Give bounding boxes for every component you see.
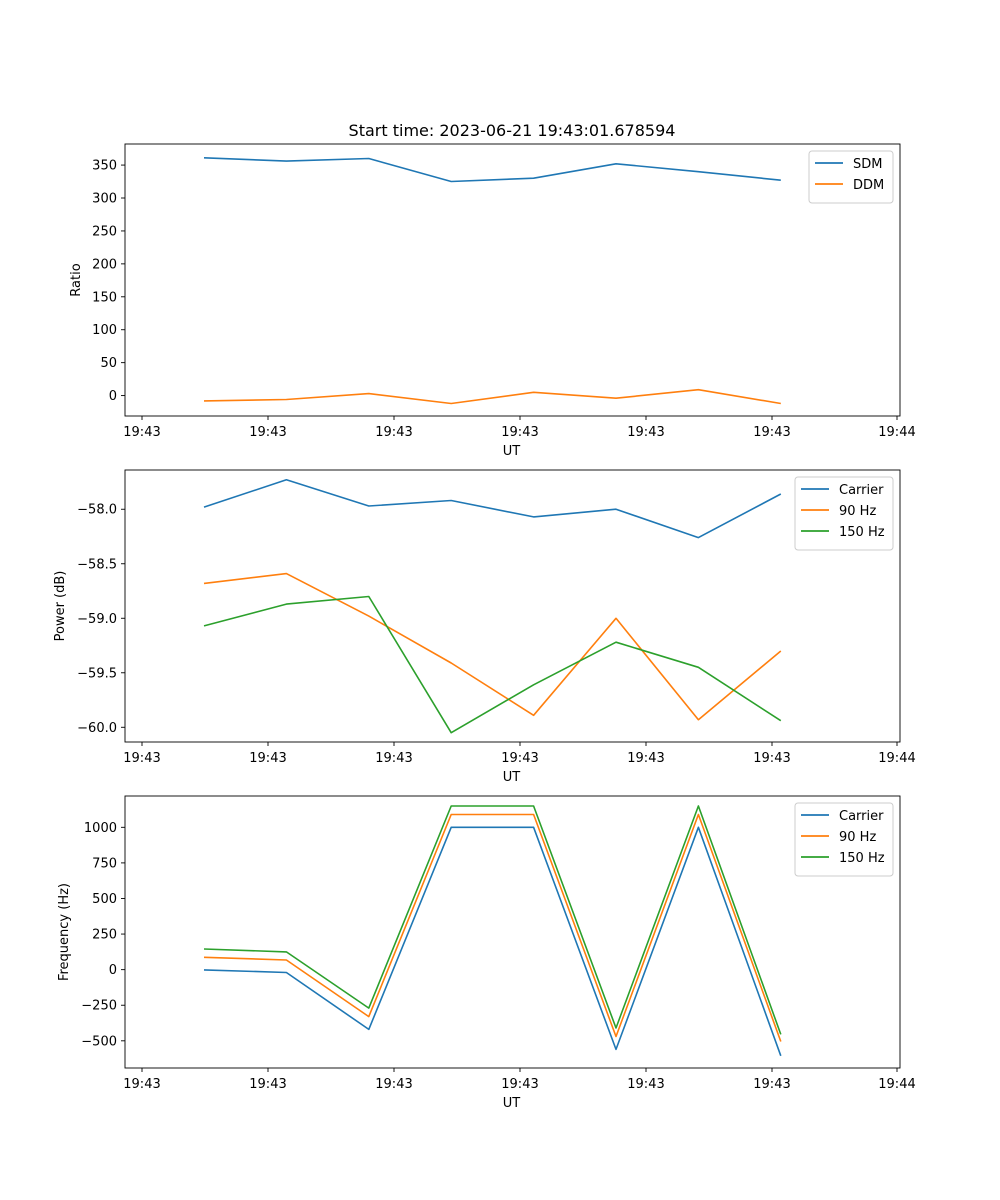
chart-panel-1: 19:43 19:43 19:43 19:43 19:43 19:43 19:44 0 50 10… [69, 143, 916, 459]
x-tick-label: 19:43 [501, 751, 538, 766]
x-tick-label: 19:43 [249, 425, 286, 440]
y-tick-label: 100 [92, 323, 117, 338]
legend-label: 150 Hz [839, 851, 885, 866]
y-tick-label: 200 [92, 257, 117, 272]
x-tick-label: 19:43 [249, 751, 286, 766]
y-tick-label: −60.0 [77, 721, 117, 736]
y-tick-label: 150 [92, 290, 117, 305]
legend: SDM DDM [808, 150, 894, 204]
y-axis-label: Frequency (Hz) [57, 883, 72, 981]
x-axis-label: UT [503, 444, 521, 459]
legend-label: SDM [853, 157, 882, 172]
x-tick-label: 19:43 [627, 425, 664, 440]
series-line-sdm [203, 157, 781, 183]
x-tick-label: 19:44 [878, 1077, 915, 1092]
series-line-150-hz [203, 595, 782, 734]
chart-panel-2: 19:43 19:43 19:43 19:43 19:43 19:43 19:44 −60.0… [53, 469, 916, 785]
x-tick-label: 19:44 [878, 425, 915, 440]
y-tick-label: −59.0 [77, 612, 117, 627]
x-tick-label: 19:43 [375, 751, 412, 766]
y-tick-label: −58.0 [77, 503, 117, 518]
panels: 19:43 19:43 19:43 19:43 19:43 19:43 19:44 0 50 10… [53, 143, 916, 1111]
y-tick-label: −250 [81, 999, 117, 1014]
x-axis-label: UT [503, 1096, 521, 1111]
legend-label: Carrier [839, 809, 884, 824]
series-line-carrier [203, 826, 782, 1057]
legend-box [808, 150, 894, 204]
y-tick-label: −58.5 [77, 557, 117, 572]
x-tick-label: 19:44 [878, 751, 915, 766]
x-tick-label: 19:43 [501, 1077, 538, 1092]
y-tick-label: 1000 [84, 821, 117, 836]
x-tick-label: 19:43 [375, 1077, 412, 1092]
y-tick-label: 300 [92, 192, 117, 207]
y-tick-label: 350 [92, 159, 117, 174]
series-line-90-hz [203, 572, 782, 721]
y-tick-label: −500 [81, 1034, 117, 1049]
plot-frame [124, 795, 901, 1069]
chart-panel-3: 19:43 19:43 19:43 19:43 19:43 19:43 19:44 −500 −… [57, 795, 916, 1111]
x-tick-label: 19:43 [627, 1077, 664, 1092]
y-tick-label: 0 [109, 963, 117, 978]
x-tick-label: 19:43 [753, 1077, 790, 1092]
x-tick-label: 19:43 [501, 425, 538, 440]
legend: Carrier 90 Hz 150 Hz [794, 476, 894, 551]
legend-label: 90 Hz [839, 830, 876, 845]
legend-label: Carrier [839, 483, 884, 498]
plot-frame [124, 143, 901, 417]
x-axis-label: UT [503, 770, 521, 785]
series-line-ddm [203, 388, 781, 405]
figure-title: Start time: 2023-06-21 19:43:01.678594 [349, 121, 676, 140]
legend: Carrier 90 Hz 150 Hz [794, 802, 894, 877]
x-tick-label: 19:43 [627, 751, 664, 766]
series-line-150-hz [203, 805, 782, 1035]
x-tick-label: 19:43 [375, 425, 412, 440]
legend-label: 90 Hz [839, 504, 876, 519]
y-tick-label: 250 [92, 928, 117, 943]
x-tick-label: 19:43 [123, 425, 160, 440]
y-tick-label: 750 [92, 856, 117, 871]
x-tick-label: 19:43 [753, 751, 790, 766]
series-line-carrier [203, 478, 782, 539]
y-tick-label: −59.5 [77, 666, 117, 681]
y-tick-label: 0 [109, 389, 117, 404]
x-tick-label: 19:43 [123, 751, 160, 766]
x-tick-label: 19:43 [123, 1077, 160, 1092]
plot-frame [124, 469, 901, 743]
legend-label: DDM [853, 178, 884, 193]
y-tick-label: 500 [92, 892, 117, 907]
legend-label: 150 Hz [839, 525, 885, 540]
x-tick-label: 19:43 [753, 425, 790, 440]
y-axis-label: Ratio [69, 263, 84, 296]
series-line-90-hz [203, 813, 782, 1042]
y-axis-label: Power (dB) [53, 571, 68, 642]
y-tick-label: 250 [92, 224, 117, 239]
y-tick-label: 50 [100, 356, 117, 371]
x-tick-label: 19:43 [249, 1077, 286, 1092]
